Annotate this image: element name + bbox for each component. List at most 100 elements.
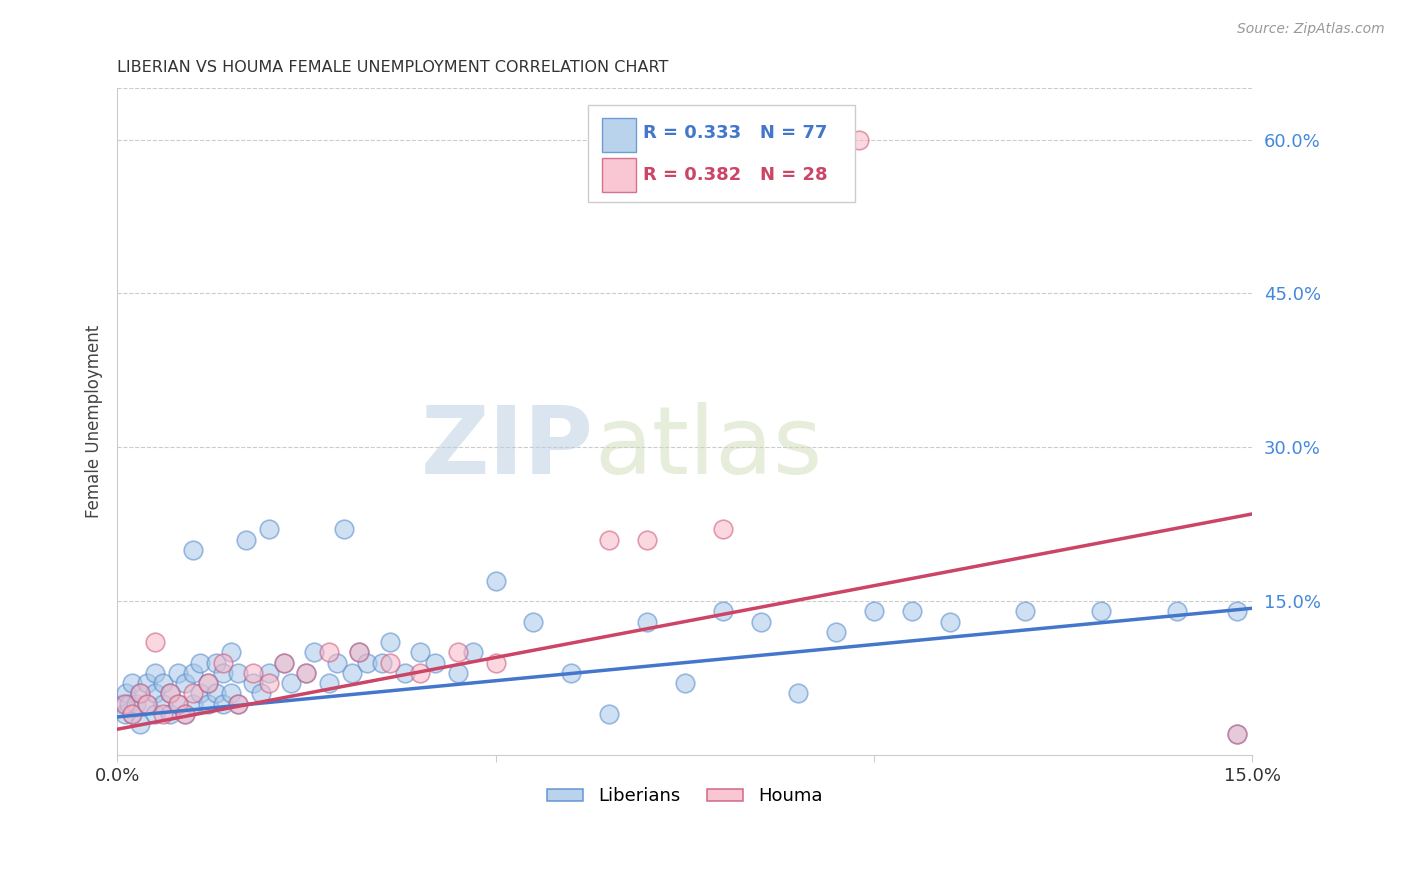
Point [825, 624, 848, 639]
Point [212, 656, 235, 670]
Point [115, 686, 138, 700]
Point [204, 686, 226, 700]
Point [219, 686, 242, 700]
Point [409, 645, 432, 659]
Text: R = 0.382   N = 28: R = 0.382 N = 28 [643, 166, 828, 185]
Point [190, 656, 212, 670]
Point [212, 665, 235, 680]
Point [273, 656, 295, 670]
Point [197, 676, 219, 690]
Point [197, 697, 219, 711]
Point [378, 635, 401, 649]
Point [1090, 604, 1112, 618]
Text: LIBERIAN VS HOUMA FEMALE UNEMPLOYMENT CORRELATION CHART: LIBERIAN VS HOUMA FEMALE UNEMPLOYMENT CO… [117, 60, 669, 75]
Point [1226, 727, 1249, 741]
Point [250, 686, 273, 700]
Point [128, 717, 150, 731]
Point [447, 645, 470, 659]
Point [136, 676, 159, 690]
Point [318, 676, 340, 690]
Y-axis label: Female Unemployment: Female Unemployment [86, 325, 103, 518]
Point [121, 706, 143, 721]
Point [114, 697, 136, 711]
Point [159, 686, 181, 700]
Point [1014, 604, 1036, 618]
Point [257, 665, 280, 680]
Point [673, 676, 696, 690]
Point [219, 645, 242, 659]
Point [901, 604, 924, 618]
Point [598, 533, 620, 547]
Bar [602, 158, 636, 192]
Point [302, 645, 325, 659]
Text: ZIP: ZIP [422, 402, 593, 494]
Point [181, 542, 204, 557]
Point [280, 676, 302, 690]
Point [356, 656, 378, 670]
Point [197, 676, 219, 690]
FancyBboxPatch shape [588, 105, 855, 202]
Point [242, 676, 264, 690]
Point [166, 665, 188, 680]
Point [136, 697, 159, 711]
Point [174, 676, 197, 690]
Point [711, 604, 734, 618]
Point [181, 686, 204, 700]
Point [560, 665, 582, 680]
Point [152, 676, 174, 690]
Point [938, 615, 960, 629]
Point [128, 686, 150, 700]
Point [143, 706, 166, 721]
Text: R = 0.333   N = 77: R = 0.333 N = 77 [643, 124, 827, 142]
Point [226, 697, 249, 711]
Point [166, 697, 188, 711]
Point [1166, 604, 1188, 618]
Point [484, 656, 506, 670]
Point [409, 665, 432, 680]
Point [257, 522, 280, 536]
Point [159, 686, 181, 700]
Text: atlas: atlas [593, 402, 823, 494]
Point [190, 686, 212, 700]
Point [226, 665, 249, 680]
Point [121, 706, 143, 721]
Point [174, 706, 197, 721]
Point [136, 697, 159, 711]
Point [349, 645, 371, 659]
Point [598, 706, 620, 721]
Point [378, 656, 401, 670]
Bar [602, 119, 636, 152]
Point [1226, 604, 1249, 618]
Point [295, 665, 318, 680]
Point [166, 697, 188, 711]
Point [333, 522, 356, 536]
Point [143, 686, 166, 700]
Point [112, 697, 135, 711]
Point [711, 522, 734, 536]
Point [159, 706, 181, 721]
Point [325, 656, 347, 670]
Point [1226, 727, 1249, 741]
Point [204, 656, 226, 670]
Point [848, 132, 870, 146]
Point [181, 697, 204, 711]
Point [152, 697, 174, 711]
Point [181, 665, 204, 680]
Point [174, 706, 197, 721]
Point [461, 645, 484, 659]
Point [257, 676, 280, 690]
Point [128, 686, 150, 700]
Point [125, 697, 148, 711]
Point [484, 574, 506, 588]
Point [121, 676, 143, 690]
Point [212, 697, 235, 711]
Point [863, 604, 886, 618]
Point [371, 656, 394, 670]
Point [295, 665, 318, 680]
Point [340, 665, 363, 680]
Point [114, 706, 136, 721]
Point [318, 645, 340, 659]
Legend: Liberians, Houma: Liberians, Houma [540, 780, 830, 813]
Point [117, 697, 139, 711]
Point [522, 615, 544, 629]
